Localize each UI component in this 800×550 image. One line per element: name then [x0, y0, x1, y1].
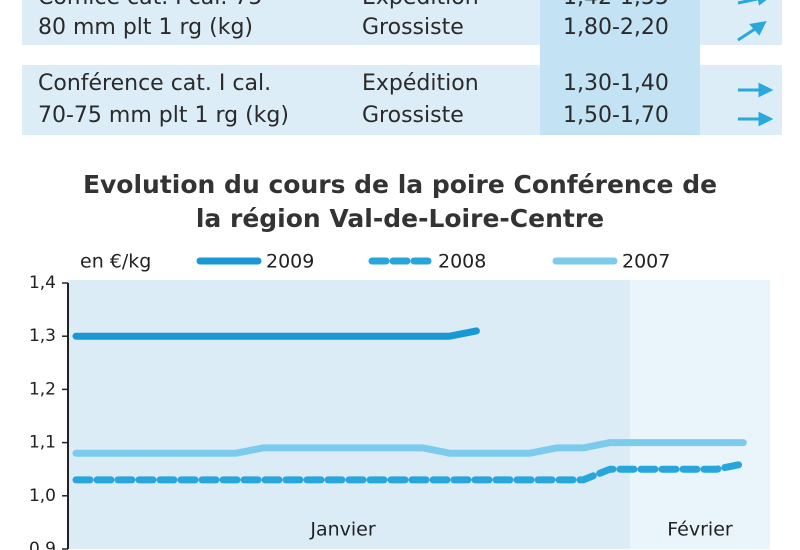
- plot-bg: [630, 280, 770, 549]
- product: Conférence cat. I cal.: [38, 71, 272, 96]
- product: Comice cat. I cal. 75: [38, 0, 262, 14]
- price-column: [540, 0, 700, 135]
- y-tick-label: 1,2: [29, 379, 56, 399]
- price: 1,80-2,20: [563, 15, 669, 40]
- month-label: Février: [667, 519, 733, 541]
- y-tick-label: 1,1: [29, 433, 56, 453]
- product: 70-75 mm plt 1 rg (kg): [38, 103, 289, 128]
- trend-arrows: [737, 0, 774, 127]
- price: 1,50-1,70: [563, 103, 669, 128]
- price: 1,30-1,40: [563, 71, 669, 96]
- price-table: Comice cat. I cal. 75 80 mm plt 1 rg (kg…: [0, 0, 800, 140]
- stage: Grossiste: [362, 103, 464, 128]
- series-line: [72, 439, 747, 457]
- chart-title: Evolution du cours de la poire Conférenc…: [82, 170, 718, 233]
- y-tick-label: 0,9: [29, 539, 56, 550]
- y-tick-label: 1,4: [29, 273, 56, 293]
- y-tick-label: 1,3: [29, 326, 56, 346]
- product: 80 mm plt 1 rg (kg): [38, 15, 254, 40]
- stage: Grossiste: [362, 15, 464, 40]
- month-label: Janvier: [309, 519, 376, 541]
- legend-label: 2007: [622, 251, 670, 273]
- series-line: [72, 327, 480, 340]
- y-tick-label: 1,0: [29, 486, 56, 506]
- stage: Expédition: [362, 0, 479, 14]
- y-unit-label: en €/kg: [80, 251, 151, 273]
- series-line: [72, 460, 747, 484]
- plot-bg: [68, 280, 630, 549]
- price: 1,42-1,55: [563, 0, 669, 14]
- arrow-icons: [737, 0, 774, 127]
- stage: Expédition: [362, 71, 479, 96]
- legend-label: 2009: [266, 251, 314, 273]
- legend-label: 2008: [438, 251, 486, 273]
